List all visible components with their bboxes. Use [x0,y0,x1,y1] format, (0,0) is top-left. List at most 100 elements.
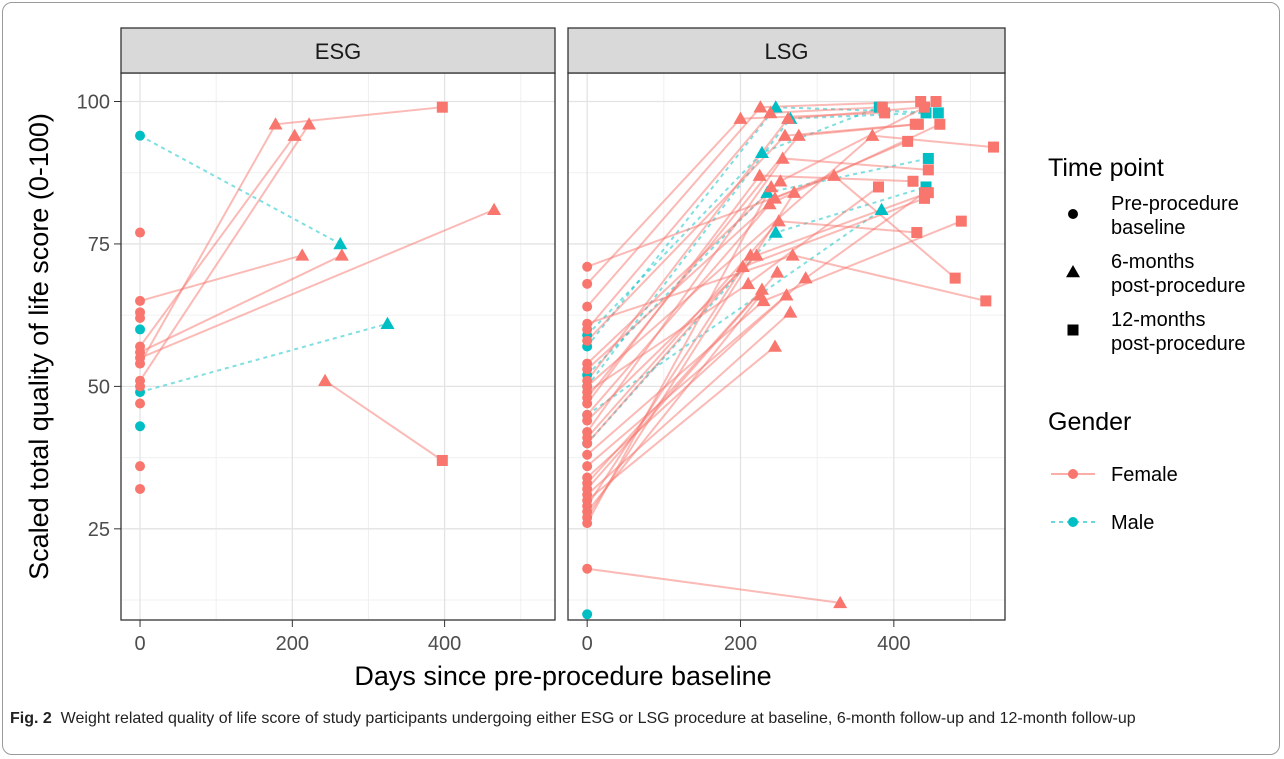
x-tick-label: 0 [134,633,145,655]
trajectory-line-female [586,345,776,502]
trajectory-line-female [139,254,303,302]
point-12-months [919,187,930,199]
point-6-months [781,111,796,124]
point-6-months [752,168,767,181]
point-baseline [135,483,146,494]
trajectory-line-female [586,192,796,518]
point-baseline [135,313,146,324]
point-6-months [833,595,848,609]
point-6-months [768,225,783,238]
point-6-months [865,128,880,141]
point-baseline [135,295,146,306]
trajectory-line-male [586,106,880,336]
point-12-months [920,181,932,193]
point-baseline [135,352,146,363]
point-6-months [785,248,800,261]
point-baseline [582,563,593,574]
point-12-months [873,181,884,193]
point-baseline [135,324,146,335]
point-6-months [763,105,778,119]
y-axis-title: Scaled total quality of life score (0-10… [24,113,54,580]
point-baseline [582,609,593,620]
point-6-months [775,151,790,164]
legend-label-female: Female [1111,464,1178,486]
x-tick-label: 0 [582,633,593,655]
trajectory-line-female [586,254,752,507]
legend-key-triangle [1066,265,1080,278]
legend-title-gender: Gender [1048,408,1131,436]
point-baseline [582,518,593,529]
point-12-months [988,141,999,153]
point-12-months [912,118,924,130]
point-baseline [135,130,146,141]
point-6-months [735,259,750,272]
point-6-months [791,128,806,141]
point-12-months [919,101,930,113]
point-12-months [436,101,448,113]
x-tick-label: 400 [428,633,461,655]
legend: Time pointPre-procedurebaseline6-monthsp… [1048,154,1246,534]
y-tick-label: 50 [88,376,110,398]
point-baseline [135,461,146,472]
point-6-months [777,128,792,141]
point-12-months [919,192,930,204]
point-12-months [922,152,934,164]
point-baseline [582,449,593,460]
point-12-months [876,101,888,113]
point-baseline [582,415,593,426]
point-baseline [135,227,146,238]
point-6-months [787,185,802,198]
legend-key-square [1067,324,1079,336]
point-baseline [582,324,593,335]
point-12-months [930,95,942,107]
point-6-months [798,271,813,284]
trajectory-line-male [139,134,341,245]
trajectory-line-female [586,186,773,524]
caption-text: Weight related quality of life score of … [60,710,1136,727]
point-6-months [773,174,788,187]
point-12-months [920,107,932,119]
legend-label-line2: post-procedure [1111,275,1246,297]
point-6-months [827,168,842,181]
point-12-months [949,272,961,284]
point-6-months [334,248,349,261]
point-baseline [135,398,146,409]
legend-label-male: Male [1111,512,1154,534]
legend-label-line1: 12-months [1111,309,1206,331]
point-12-months [922,164,934,176]
point-6-months [268,117,283,130]
panel-lsg: LSG 0 200 400 [567,27,1006,655]
point-12-months [879,107,891,119]
trajectory-line-male [139,322,388,394]
point-6-months [487,202,502,215]
facet-strip [120,27,556,74]
point-baseline [135,421,146,432]
trajectory-line-female [139,254,343,354]
point-baseline [135,381,146,392]
panel-esg: ESG 0 200 400 [120,27,556,655]
figure-caption: Fig. 2 Weight related quality of life sc… [10,708,1260,729]
point-baseline [582,335,593,346]
point-6-months [333,236,348,250]
facet-strip [567,27,1006,74]
point-12-months [955,215,967,227]
point-6-months [733,111,748,124]
point-baseline [582,461,593,472]
point-baseline [582,301,593,312]
point-6-months [287,128,302,141]
caption-label: Fig. 2 [10,710,52,727]
point-12-months [980,295,992,307]
point-6-months [768,339,782,352]
point-12-months [902,135,914,147]
trajectory-line-female [587,567,841,604]
x-tick-label: 200 [276,633,309,655]
facet-strip-label: ESG [315,39,361,64]
point-12-months [436,454,448,466]
point-6-months [743,248,758,261]
faceted-scatter-chart: Scaled total quality of life score (0-10… [24,27,1246,691]
trajectory-line-female [139,208,495,359]
panel-background [121,73,555,620]
legend-title-time-point: Time point [1048,154,1164,182]
trajectory-line-female [139,135,296,348]
